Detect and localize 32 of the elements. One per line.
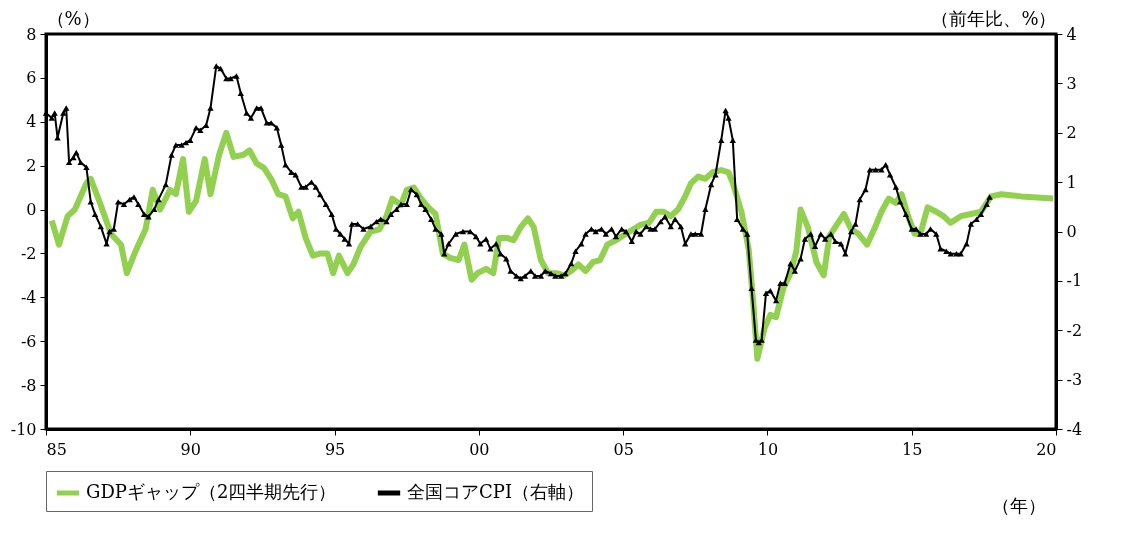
y-axis-title: （%）: [46, 7, 100, 29]
x-tick-label: 20: [1036, 439, 1057, 459]
x-tick-label: 85: [46, 439, 67, 459]
x-tick-label: 10: [757, 439, 779, 459]
y2-tick-label: 1: [1066, 172, 1077, 192]
y2-tick-label: 2: [1066, 123, 1077, 143]
x-tick-label: 90: [180, 439, 201, 459]
y-tick-label: -4: [20, 287, 37, 307]
y2-tick-label: -4: [1066, 419, 1083, 439]
y2-tick-label: 3: [1066, 73, 1077, 93]
y2-tick-label: 0: [1066, 222, 1077, 241]
x-tick-label: 15: [902, 439, 923, 459]
y-tick-label: 8: [26, 24, 37, 44]
legend-label: 全国コアCPI（右軸）: [407, 481, 584, 502]
y2-tick-label: -3: [1066, 370, 1083, 390]
y-tick-label: 4: [26, 112, 37, 132]
y-tick-label: -6: [20, 331, 37, 351]
y2-axis-title: （前年比、%）: [931, 7, 1057, 29]
y-tick-label: 6: [26, 68, 37, 88]
y2-tick-label: 4: [1066, 24, 1077, 44]
y2-tick-label: -1: [1066, 271, 1083, 291]
x-axis-title: （年）: [992, 495, 1046, 516]
x-tick-label: 95: [324, 439, 346, 459]
y-tick-label: 0: [26, 200, 37, 220]
legend-label: GDPギャップ（2四半期先行）: [86, 481, 337, 502]
y-tick-label: 2: [26, 156, 37, 176]
x-tick-label: 05: [613, 439, 634, 459]
y-tick-label: -8: [20, 375, 37, 395]
y2-tick-label: -2: [1066, 320, 1083, 340]
x-tick-label: 00: [469, 439, 490, 459]
y-tick-label: -10: [10, 419, 37, 439]
y-tick-label: -2: [20, 243, 37, 263]
